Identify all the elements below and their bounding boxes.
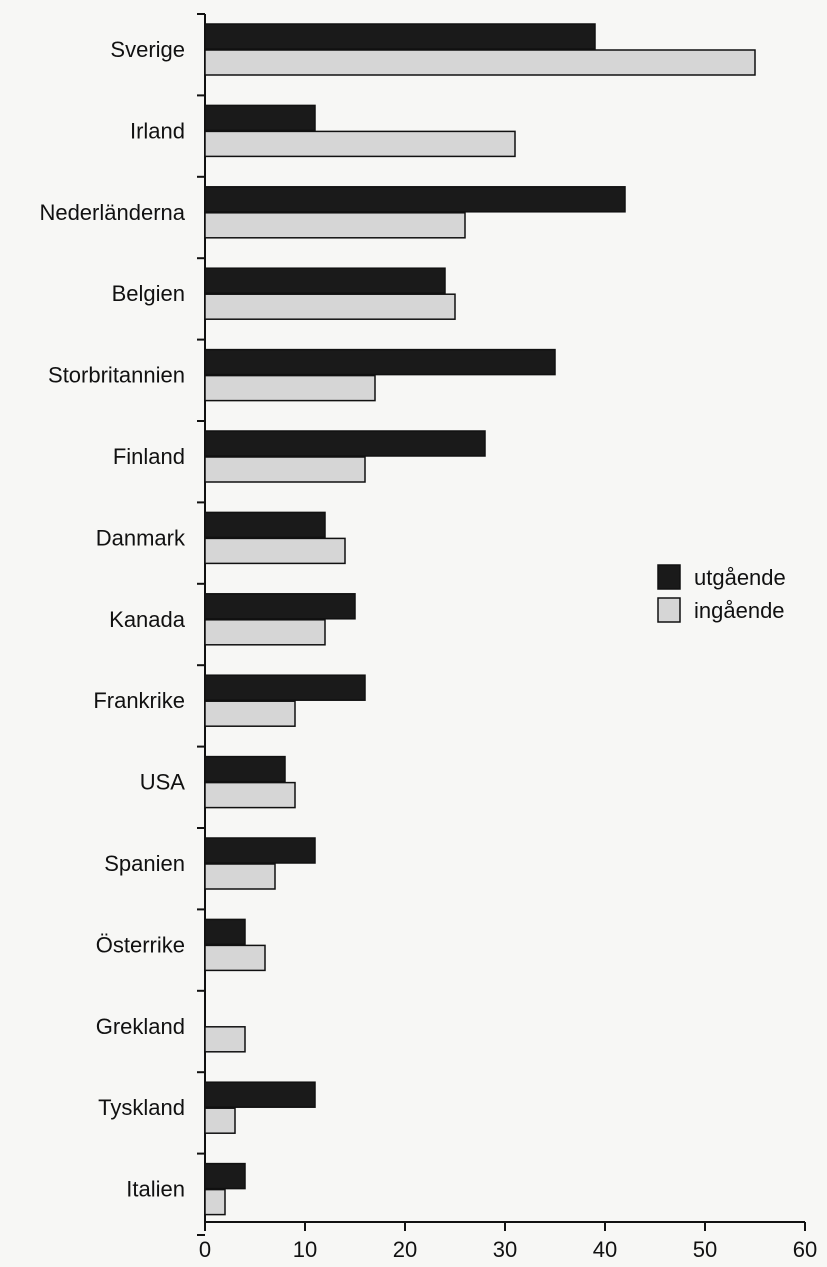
- x-tick-label: 20: [393, 1237, 417, 1262]
- bar-outgoing: [204, 23, 596, 50]
- x-tick-label: 30: [493, 1237, 517, 1262]
- category-label: Tyskland: [98, 1095, 185, 1120]
- bar-outgoing: [204, 1162, 246, 1190]
- x-tick-label: 50: [693, 1237, 717, 1262]
- bar-incoming: [204, 1188, 226, 1216]
- category-label: Italien: [126, 1177, 185, 1202]
- bar-outgoing: [204, 348, 556, 376]
- bar-incoming: [204, 293, 456, 320]
- bar-incoming: [204, 700, 296, 727]
- bar-incoming: [204, 537, 346, 565]
- category-label: Kanada: [109, 607, 186, 632]
- legend-label: ingående: [694, 598, 785, 623]
- legend-swatch: [657, 564, 681, 590]
- bar-incoming: [204, 619, 326, 646]
- bar-incoming: [204, 1026, 246, 1053]
- bars: [204, 23, 756, 1216]
- x-tick-label: 40: [593, 1237, 617, 1262]
- category-label: USA: [140, 770, 186, 795]
- legend: utgående ingående: [657, 564, 786, 623]
- bar-incoming: [204, 130, 516, 158]
- bar-outgoing: [204, 1081, 316, 1108]
- bar-incoming: [204, 456, 366, 483]
- bar-incoming: [204, 944, 266, 972]
- bar-outgoing: [204, 593, 356, 620]
- category-label: Sverige: [110, 37, 185, 62]
- category-label: Danmark: [96, 525, 186, 550]
- category-label: Finland: [113, 444, 185, 469]
- x-tick-label: 60: [793, 1237, 817, 1262]
- bar-outgoing: [204, 918, 246, 946]
- category-label: Österrike: [96, 932, 185, 957]
- bar-outgoing: [204, 674, 366, 701]
- bar-outgoing: [204, 186, 626, 213]
- bar-outgoing: [204, 104, 316, 132]
- legend-swatch: [657, 597, 681, 623]
- y-axis-ticks: [197, 13, 205, 1236]
- category-label: Spanien: [104, 851, 185, 876]
- bar-incoming: [204, 1107, 236, 1134]
- bar-outgoing: [204, 755, 286, 783]
- x-axis-ticks: 0 10 20 30 40 50 60: [199, 1222, 817, 1262]
- category-label: Belgien: [112, 281, 185, 306]
- category-label: Frankrike: [93, 688, 185, 713]
- x-tick-label: 0: [199, 1237, 211, 1262]
- category-label: Nederländerna: [39, 200, 185, 225]
- bar-incoming: [204, 781, 296, 809]
- bar-incoming: [204, 374, 376, 402]
- x-tick-label: 10: [293, 1237, 317, 1262]
- bar-outgoing: [204, 511, 326, 539]
- bar-incoming: [204, 863, 276, 890]
- category-labels: Sverige Irland Nederländerna Belgien Storbri…: [39, 37, 186, 1202]
- bar-outgoing: [204, 837, 316, 864]
- bar-outgoing: [204, 430, 486, 457]
- category-label: Storbritannien: [48, 363, 185, 388]
- legend-label: utgående: [694, 565, 786, 590]
- bar-incoming: [204, 49, 756, 76]
- bar-incoming: [204, 212, 466, 239]
- category-label: Irland: [130, 118, 185, 143]
- category-label: Grekland: [96, 1014, 185, 1039]
- bar-outgoing: [204, 267, 446, 294]
